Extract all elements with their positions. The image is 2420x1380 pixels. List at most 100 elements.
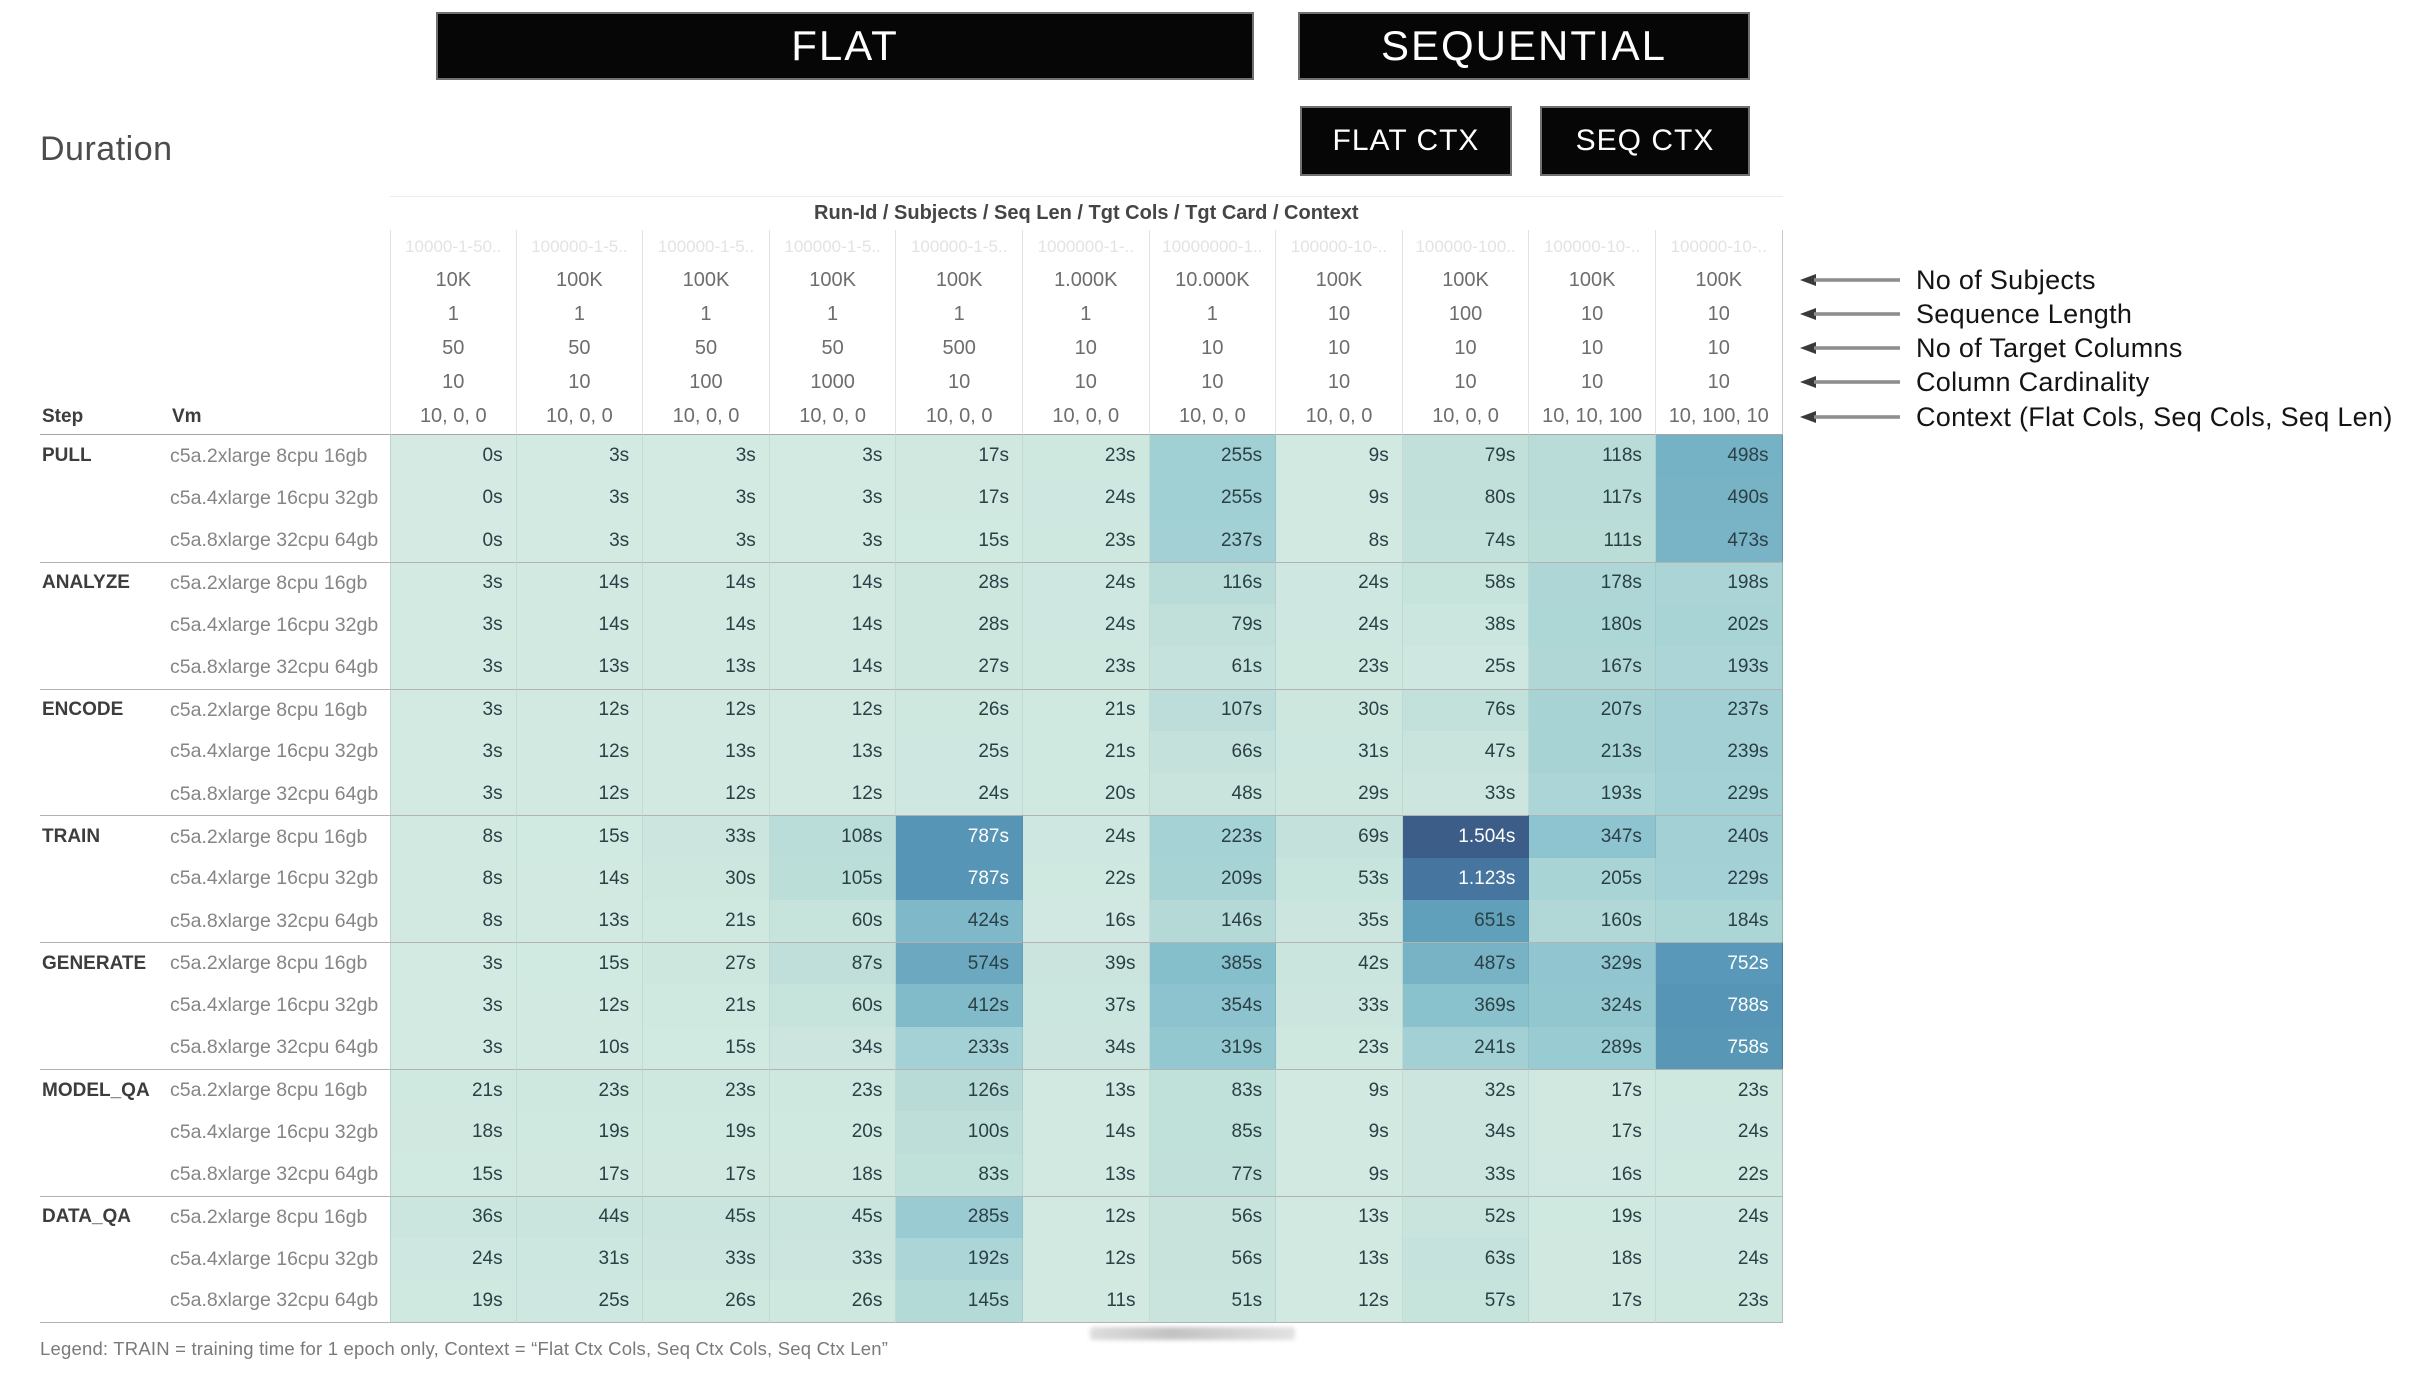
spacer — [40, 297, 170, 331]
duration-cell: 23s — [1276, 1026, 1403, 1069]
duration-cell: 3s — [769, 477, 897, 520]
duration-cell: 74s — [1402, 519, 1530, 562]
spacer — [40, 196, 170, 230]
duration-cell: 14s — [516, 561, 644, 605]
context-header-cell: 10, 10, 100 — [1529, 399, 1656, 435]
vm-label: c5a.4xlarge 16cpu 32gb — [170, 867, 379, 890]
vm-label: c5a.8xlarge 32cpu 64gb — [170, 1163, 379, 1186]
duration-cell: 24s — [1276, 604, 1403, 647]
duration-cell: 237s — [1655, 688, 1783, 731]
header-annotation: Column Cardinality — [1800, 367, 2150, 397]
tgt-card-header-cell: 10 — [517, 365, 644, 399]
tgt-cols-header-cell: 50 — [390, 331, 517, 365]
tgt-cols-header-cell: 10 — [1276, 331, 1403, 365]
duration-cell: 3s — [390, 984, 517, 1027]
vm-label: c5a.8xlarge 32cpu 64gb — [170, 782, 379, 805]
duration-cell: 651s — [1402, 899, 1530, 943]
context-header-cell: 10, 0, 0 — [896, 399, 1023, 435]
duration-cell: 79s — [1149, 604, 1277, 647]
duration-cell: 14s — [769, 604, 897, 647]
duration-cell: 498s — [1655, 435, 1783, 478]
duration-cell: 24s — [1655, 1238, 1783, 1281]
duration-cell: 3s — [516, 435, 644, 478]
seq-len-header-cell: 1 — [1150, 297, 1277, 331]
duration-cell: 319s — [1149, 1026, 1277, 1069]
duration-cell: 23s — [1022, 646, 1150, 689]
duration-cell: 15s — [643, 1026, 770, 1069]
vm-label: c5a.8xlarge 32cpu 64gb — [170, 1280, 390, 1323]
subjects-header-cell: 100K — [517, 263, 644, 297]
duration-cell: 21s — [1022, 730, 1150, 774]
duration-cell: 17s — [516, 1153, 644, 1196]
duration-cell: 33s — [643, 815, 770, 858]
duration-cell: 15s — [390, 1153, 517, 1196]
vm-label: c5a.2xlarge 8cpu 16gb — [170, 444, 368, 467]
duration-cell: 13s — [1022, 1068, 1150, 1112]
duration-cell: 0s — [390, 477, 517, 520]
duration-cell: 9s — [1276, 1111, 1403, 1154]
vm-column-header: Vm — [170, 399, 390, 435]
duration-cell: 23s — [643, 1068, 770, 1112]
duration-cell: 1.123s — [1402, 857, 1530, 900]
step-label — [40, 773, 170, 815]
duration-cell: 69s — [1276, 815, 1403, 858]
duration-cell: 23s — [769, 1068, 897, 1112]
duration-cell: 787s — [896, 815, 1023, 858]
ghost-artifact — [1090, 1327, 1295, 1340]
seq-len-header-cell: 1 — [643, 297, 770, 331]
duration-cell: 34s — [1402, 1111, 1530, 1154]
duration-cell: 412s — [896, 984, 1023, 1027]
duration-cell: 14s — [516, 857, 644, 900]
duration-cell: 229s — [1655, 857, 1783, 900]
flat-ctx-banner: FLAT CTX — [1300, 106, 1512, 176]
duration-cell: 23s — [1022, 435, 1150, 478]
step-label — [40, 1154, 170, 1196]
duration-cell: 16s — [1529, 1153, 1656, 1196]
duration-cell: 33s — [1276, 984, 1403, 1027]
duration-cell: 48s — [1149, 773, 1277, 816]
context-header-cell: 10, 0, 0 — [390, 399, 517, 435]
run-id-ghost: 100000-10-.. — [1529, 230, 1656, 263]
duration-cell: 24s — [1022, 561, 1150, 605]
duration-cell: 24s — [390, 1238, 517, 1281]
duration-cell: 193s — [1529, 773, 1656, 816]
duration-cell: 15s — [896, 519, 1023, 562]
run-id-ghost: 10000000-1.. — [1150, 230, 1277, 263]
duration-cell: 3s — [390, 730, 517, 774]
step-column-header: Step — [40, 399, 170, 435]
duration-cell: 21s — [1022, 688, 1150, 731]
tgt-card-header-cell: 10 — [1656, 365, 1783, 399]
tgt-card-header-cell: 10 — [1403, 365, 1530, 399]
duration-cell: 13s — [516, 646, 644, 689]
duration-cell: 58s — [1402, 561, 1530, 605]
subjects-header-cell: 100K — [1529, 263, 1656, 297]
spacer — [40, 263, 170, 297]
tgt-cols-header-cell: 50 — [770, 331, 897, 365]
duration-cell: 47s — [1402, 730, 1530, 774]
duration-cell: 12s — [769, 688, 897, 731]
spacer — [40, 331, 170, 365]
spacer — [40, 365, 170, 399]
duration-cell: 3s — [769, 435, 897, 478]
duration-cell: 205s — [1529, 857, 1656, 900]
duration-cell: 126s — [896, 1068, 1023, 1112]
duration-cell: 180s — [1529, 604, 1656, 647]
run-id-ghost: 10000-1-50.. — [390, 230, 517, 263]
duration-cell: 13s — [643, 730, 770, 774]
duration-cell: 23s — [1276, 646, 1403, 689]
step-label — [40, 858, 170, 900]
subjects-header-cell: 100K — [1276, 263, 1403, 297]
duration-cell: 108s — [769, 815, 897, 858]
step-label: ENCODE — [40, 688, 170, 731]
subjects-header-cell: 10.000K — [1150, 263, 1277, 297]
subjects-header-cell: 100K — [1656, 263, 1783, 297]
tgt-card-header-cell: 100 — [643, 365, 770, 399]
duration-cell: 21s — [390, 1068, 517, 1112]
duration-cell: 23s — [1022, 519, 1150, 562]
duration-cell: 116s — [1149, 561, 1277, 605]
duration-cell: 233s — [896, 1026, 1023, 1069]
step-label: TRAIN — [40, 815, 170, 857]
duration-cell: 178s — [1529, 561, 1656, 605]
duration-cell: 490s — [1655, 477, 1783, 520]
duration-cell: 44s — [516, 1195, 644, 1239]
